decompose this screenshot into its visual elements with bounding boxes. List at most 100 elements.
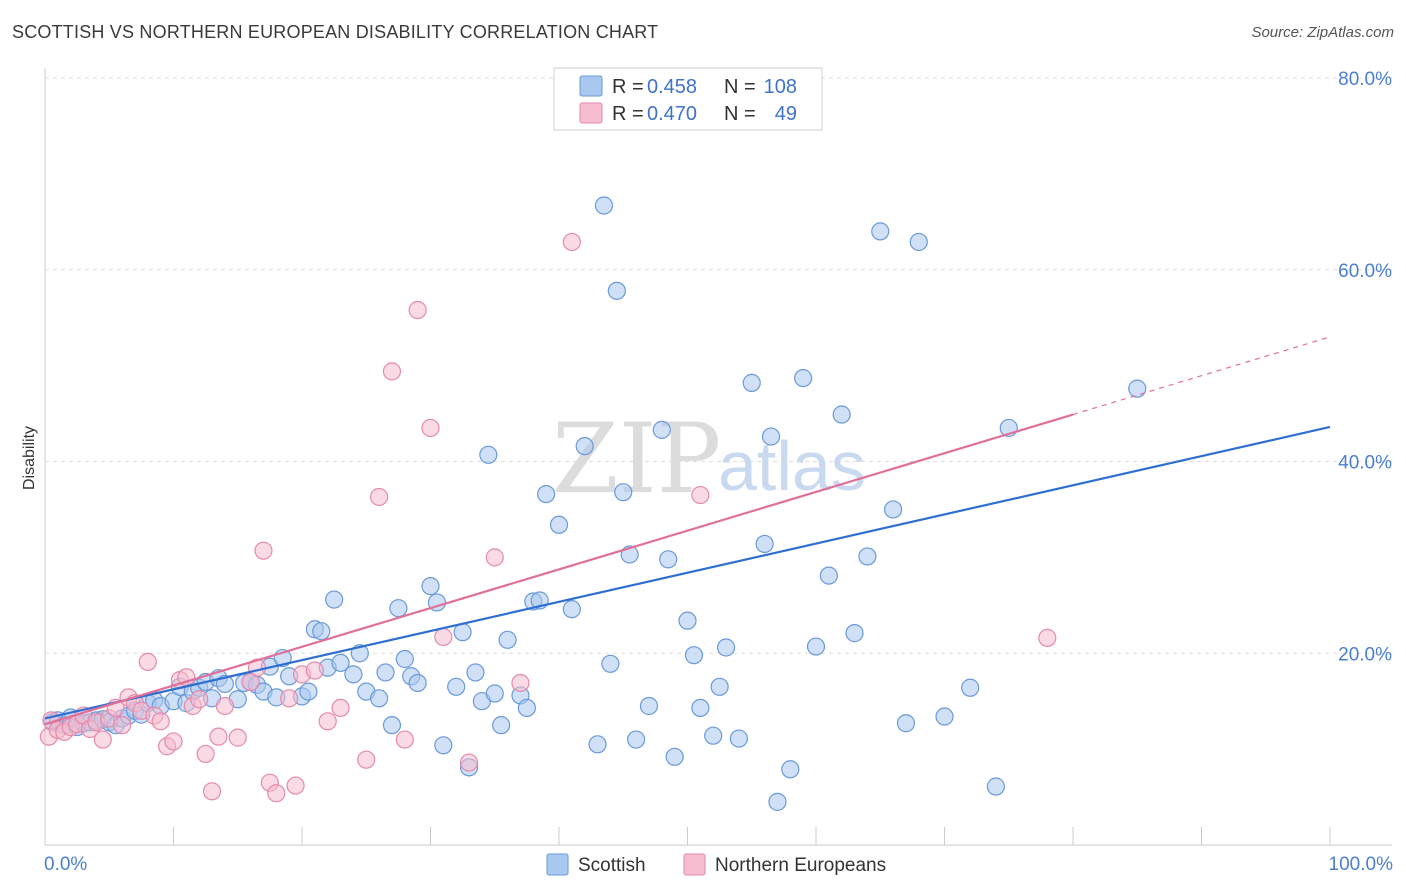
scottish-point xyxy=(684,646,704,665)
scottish-point xyxy=(639,696,659,716)
scottish-point xyxy=(768,792,787,811)
scottish-point xyxy=(376,663,395,682)
scottish-point xyxy=(382,716,402,735)
scottish-point xyxy=(447,677,466,696)
northern-trendline-extension xyxy=(1072,336,1331,416)
x-tick-label-min: 0.0% xyxy=(44,854,87,875)
scottish-point xyxy=(588,735,607,754)
northern-point xyxy=(562,232,581,252)
northern-trendline xyxy=(44,413,1074,726)
chart-title: SCOTTISH VS NORTHERN EUROPEAN DISABILITY… xyxy=(12,22,659,42)
scottish-point xyxy=(652,420,671,439)
scottish-point xyxy=(659,550,678,569)
northern-points xyxy=(39,232,1057,803)
legend-n-label-2: N = xyxy=(724,103,756,125)
northern-point xyxy=(151,712,170,731)
scottish-point xyxy=(575,437,594,456)
northern-point xyxy=(202,782,222,801)
northern-point xyxy=(318,712,337,731)
legend-n-value-1: 108 xyxy=(764,76,797,98)
scottish-point xyxy=(614,483,633,502)
northern-point xyxy=(485,548,504,567)
scottish-point xyxy=(607,281,626,300)
northern-point xyxy=(112,716,132,735)
scottish-point xyxy=(710,677,729,696)
scottish-point xyxy=(408,673,427,693)
y-tick-label: 40.0% xyxy=(1338,453,1392,474)
scottish-point xyxy=(601,654,620,673)
scottish-point xyxy=(761,427,781,446)
scottish-point xyxy=(871,222,890,241)
northern-point xyxy=(357,750,376,769)
source-credit: Source: ZipAtlas.com xyxy=(1251,24,1394,41)
northern-point xyxy=(331,698,350,717)
scottish-point xyxy=(794,368,813,388)
bottom-legend-label-northern: Northern Europeans xyxy=(715,855,886,876)
legend-r-value-2: 0.470 xyxy=(647,103,697,125)
scottish-point xyxy=(562,600,581,619)
northern-point xyxy=(196,744,215,764)
northern-point xyxy=(228,728,247,747)
scottish-point xyxy=(492,716,511,735)
northern-point xyxy=(209,727,228,746)
northern-point xyxy=(215,696,234,716)
scottish-trendline xyxy=(44,425,1331,720)
scottish-point xyxy=(485,684,504,703)
scottish-point xyxy=(858,547,877,566)
scottish-point xyxy=(935,707,954,726)
scottish-point xyxy=(704,726,723,745)
legend-r-label-2: R = xyxy=(612,103,644,125)
trendlines xyxy=(44,336,1331,726)
northern-point xyxy=(305,661,324,680)
scottish-point xyxy=(344,665,363,684)
northern-point xyxy=(421,418,440,438)
legend-n-label-1: N = xyxy=(724,76,756,98)
northern-point xyxy=(370,487,389,507)
bottom-legend-swatch-scottish xyxy=(546,853,569,876)
scottish-point xyxy=(421,577,440,596)
scottish-point xyxy=(909,232,928,252)
northern-point xyxy=(511,673,530,693)
scottish-point xyxy=(479,445,498,464)
tick-labels: 20.0% 40.0% 60.0% 80.0% 0.0% 100.0% xyxy=(44,69,1393,875)
scottish-point xyxy=(716,638,736,657)
legend: R = 0.458 N = 108 R = 0.470 N = 49 xyxy=(553,67,823,131)
northern-point xyxy=(138,652,157,671)
scottish-point xyxy=(370,689,389,708)
northern-point xyxy=(254,541,273,560)
scottish-point xyxy=(389,599,408,618)
scottish-point xyxy=(883,500,903,519)
legend-swatch-northern xyxy=(579,102,603,124)
bottom-legend-label-scottish: Scottish xyxy=(578,855,646,876)
scottish-point xyxy=(1128,379,1147,398)
legend-r-value-1: 0.458 xyxy=(647,76,697,98)
gridlines xyxy=(45,77,1392,654)
bottom-legend-swatch-northern xyxy=(683,853,706,876)
northern-point xyxy=(691,485,710,505)
watermark-atlas: atlas xyxy=(718,427,866,505)
scottish-point xyxy=(395,649,414,669)
scottish-point xyxy=(986,777,1006,796)
scottish-point xyxy=(678,611,697,630)
scottish-point xyxy=(896,714,916,733)
scottish-point xyxy=(691,698,710,717)
y-tick-label: 20.0% xyxy=(1338,644,1392,665)
y-axis-label: Disability xyxy=(21,426,38,490)
scottish-point xyxy=(755,534,774,554)
scottish-point xyxy=(331,653,350,672)
scottish-point xyxy=(517,698,536,717)
scottish-point xyxy=(832,405,851,424)
x-tick-label-max: 100.0% xyxy=(1329,854,1394,875)
scottish-point xyxy=(961,678,980,697)
scottish-point xyxy=(742,373,761,392)
northern-point xyxy=(408,300,427,320)
northern-point xyxy=(459,753,479,772)
scottish-point xyxy=(729,729,749,748)
northern-point xyxy=(190,690,209,709)
scottish-point xyxy=(665,747,684,766)
y-tick-label: 80.0% xyxy=(1338,69,1392,90)
scottish-point xyxy=(325,590,344,609)
scottish-point xyxy=(498,630,517,649)
northern-point xyxy=(1038,628,1057,648)
